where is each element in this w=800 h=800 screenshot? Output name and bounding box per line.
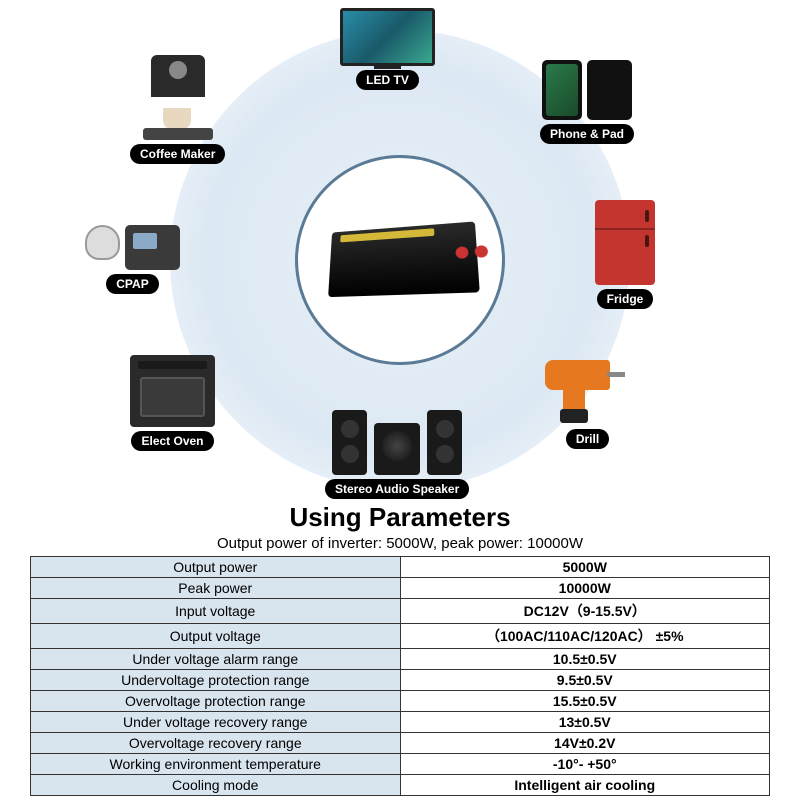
param-name-cell: Undervoltage protection range [31, 670, 401, 691]
table-row: Output power5000W [31, 557, 770, 578]
speaker-icon [332, 400, 462, 475]
device-label: CPAP [106, 274, 158, 294]
param-name-cell: Cooling mode [31, 775, 401, 796]
table-row: Working environment temperature-10°- +50… [31, 754, 770, 775]
cpap-icon [85, 210, 180, 270]
device-cpap: CPAP [85, 210, 180, 294]
table-row: Output voltage（100AC/110AC/120AC） ±5% [31, 624, 770, 649]
oven-icon [130, 355, 215, 427]
device-fridge: Fridge [595, 200, 655, 309]
device-label: LED TV [356, 70, 419, 90]
param-name-cell: Working environment temperature [31, 754, 401, 775]
device-label: Stereo Audio Speaker [325, 479, 469, 499]
center-product-ring [295, 155, 505, 365]
param-value-cell: 9.5±0.5V [400, 670, 770, 691]
device-phone-pad: Phone & Pad [540, 60, 634, 144]
tv-icon [340, 8, 435, 66]
device-led-tv: LED TV [340, 8, 435, 90]
param-value-cell: -10°- +50° [400, 754, 770, 775]
device-coffee-maker: Coffee Maker [130, 55, 225, 164]
param-value-cell: 13±0.5V [400, 712, 770, 733]
coffee-maker-icon [143, 55, 213, 140]
table-row: Cooling modeIntelligent air cooling [31, 775, 770, 796]
param-name-cell: Input voltage [31, 599, 401, 624]
device-label: Coffee Maker [130, 144, 225, 164]
fridge-icon [595, 200, 655, 285]
device-speaker: Stereo Audio Speaker [325, 400, 469, 499]
table-row: Overvoltage protection range15.5±0.5V [31, 691, 770, 712]
param-value-cell: Intelligent air cooling [400, 775, 770, 796]
table-row: Input voltageDC12V（9-15.5V） [31, 599, 770, 624]
phone-icon [542, 60, 632, 120]
table-row: Peak power10000W [31, 578, 770, 599]
param-name-cell: Overvoltage protection range [31, 691, 401, 712]
device-drill: Drill [545, 355, 630, 449]
table-row: Under voltage recovery range13±0.5V [31, 712, 770, 733]
table-row: Undervoltage protection range9.5±0.5V [31, 670, 770, 691]
param-name-cell: Output power [31, 557, 401, 578]
table-row: Overvoltage recovery range14V±0.2V [31, 733, 770, 754]
device-label: Drill [566, 429, 609, 449]
device-label: Fridge [597, 289, 654, 309]
table-row: Under voltage alarm range10.5±0.5V [31, 649, 770, 670]
device-label: Elect Oven [131, 431, 213, 451]
param-value-cell: 5000W [400, 557, 770, 578]
param-name-cell: Under voltage alarm range [31, 649, 401, 670]
param-name-cell: Overvoltage recovery range [31, 733, 401, 754]
param-value-cell: 14V±0.2V [400, 733, 770, 754]
param-value-cell: （100AC/110AC/120AC） ±5% [400, 624, 770, 649]
param-name-cell: Under voltage recovery range [31, 712, 401, 733]
param-value-cell: DC12V（9-15.5V） [400, 599, 770, 624]
param-value-cell: 10.5±0.5V [400, 649, 770, 670]
drill-icon [545, 355, 630, 425]
param-name-cell: Peak power [31, 578, 401, 599]
param-name-cell: Output voltage [31, 624, 401, 649]
inverter-product-icon [328, 221, 480, 297]
parameters-table: Output power5000WPeak power10000WInput v… [30, 556, 770, 796]
param-value-cell: 15.5±0.5V [400, 691, 770, 712]
device-diagram: LED TV Phone & Pad Fridge Drill Stereo A… [0, 0, 800, 510]
device-oven: Elect Oven [130, 355, 215, 451]
param-value-cell: 10000W [400, 578, 770, 599]
section-subtitle: Output power of inverter: 5000W, peak po… [40, 535, 760, 552]
device-label: Phone & Pad [540, 124, 634, 144]
